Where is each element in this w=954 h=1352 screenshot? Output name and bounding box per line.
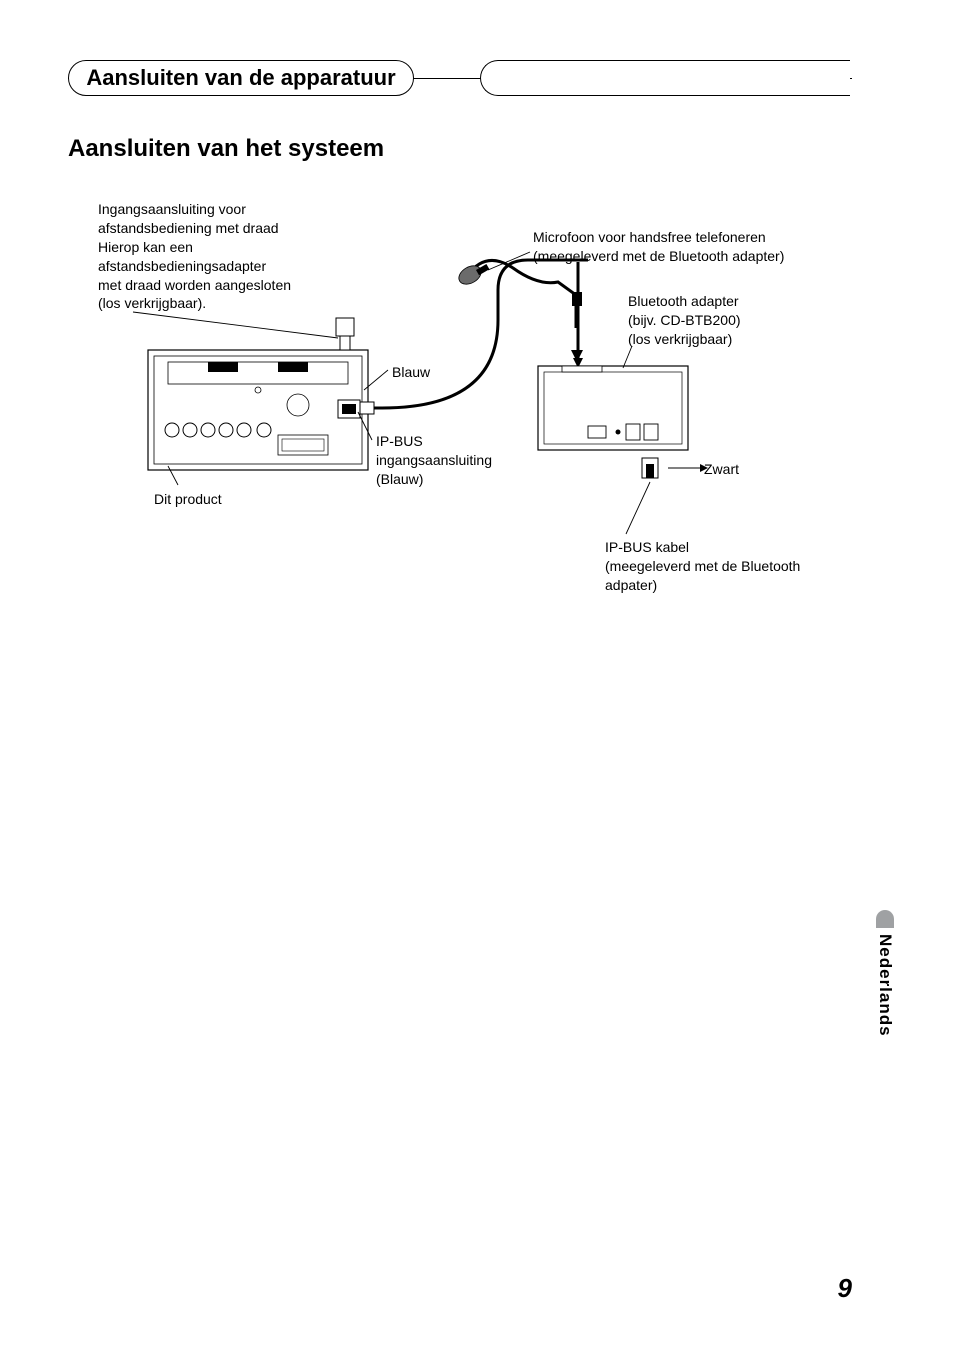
language-tab-text: Nederlands xyxy=(875,934,895,1037)
section-tab-blank xyxy=(480,60,850,96)
section-title: Aansluiten van de apparatuur xyxy=(86,65,395,91)
diagram-svg xyxy=(68,190,868,630)
microphone-icon xyxy=(456,260,583,362)
section-tab: Aansluiten van de apparatuur xyxy=(68,60,414,96)
page-number: 9 xyxy=(838,1273,852,1304)
main-unit-icon xyxy=(148,318,368,470)
bt-adapter-icon xyxy=(538,366,688,478)
language-tab: Nederlands xyxy=(870,910,900,1060)
language-tab-cap-icon xyxy=(876,910,894,928)
connection-diagram: Ingangsaansluiting voor afstandsbedienin… xyxy=(68,190,868,630)
page-heading: Aansluiten van het systeem xyxy=(68,135,384,163)
